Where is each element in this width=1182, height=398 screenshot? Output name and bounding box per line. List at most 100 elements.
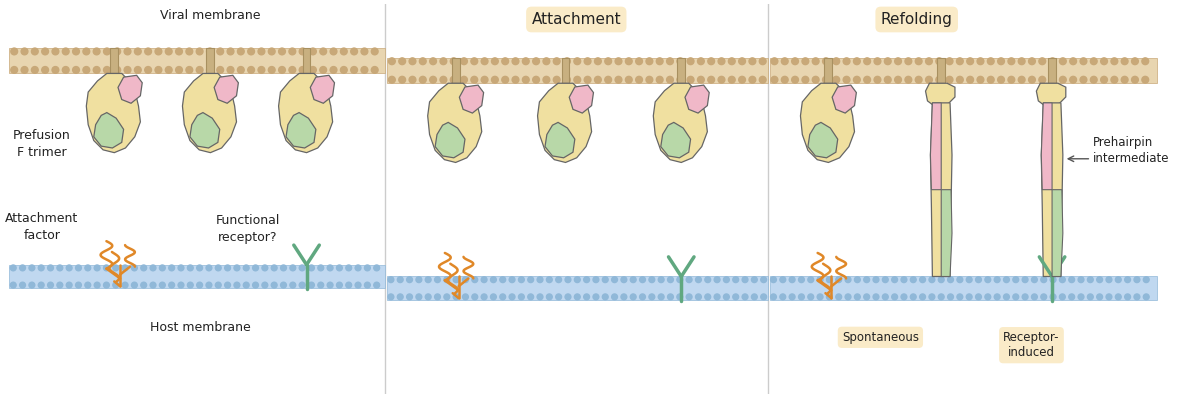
Circle shape — [248, 66, 254, 73]
Circle shape — [833, 76, 839, 83]
Circle shape — [957, 277, 963, 283]
Circle shape — [262, 265, 268, 271]
Circle shape — [491, 277, 496, 283]
Circle shape — [759, 76, 766, 83]
Text: Spontaneous: Spontaneous — [842, 331, 918, 344]
Circle shape — [695, 294, 701, 300]
Circle shape — [271, 282, 277, 288]
Circle shape — [491, 294, 496, 300]
Circle shape — [135, 48, 141, 55]
Circle shape — [677, 277, 683, 283]
Circle shape — [998, 58, 1005, 64]
Circle shape — [327, 265, 333, 271]
Circle shape — [420, 58, 427, 64]
Circle shape — [509, 277, 515, 283]
Circle shape — [470, 76, 478, 83]
Circle shape — [749, 76, 755, 83]
Circle shape — [978, 58, 983, 64]
Text: Functional
receptor?: Functional receptor? — [215, 215, 280, 244]
Circle shape — [253, 282, 259, 288]
Circle shape — [430, 76, 436, 83]
Circle shape — [502, 76, 508, 83]
Circle shape — [1032, 294, 1038, 300]
Circle shape — [1013, 294, 1019, 300]
Circle shape — [780, 294, 786, 300]
Circle shape — [883, 277, 888, 283]
Bar — [561, 58, 570, 83]
Circle shape — [47, 265, 53, 271]
Circle shape — [1131, 58, 1138, 64]
Circle shape — [915, 76, 922, 83]
Circle shape — [165, 48, 173, 55]
Circle shape — [453, 294, 459, 300]
Circle shape — [409, 58, 416, 64]
Circle shape — [901, 277, 907, 283]
Circle shape — [967, 76, 974, 83]
Circle shape — [929, 294, 935, 300]
Circle shape — [687, 277, 691, 283]
Circle shape — [371, 48, 378, 55]
Circle shape — [574, 277, 580, 283]
Circle shape — [625, 58, 632, 64]
Circle shape — [621, 294, 626, 300]
Circle shape — [812, 76, 819, 83]
Circle shape — [639, 294, 645, 300]
Circle shape — [714, 277, 720, 283]
Circle shape — [72, 48, 79, 55]
Circle shape — [656, 76, 663, 83]
Circle shape — [288, 48, 296, 55]
Circle shape — [1022, 294, 1028, 300]
Polygon shape — [1052, 190, 1063, 277]
Circle shape — [687, 58, 694, 64]
Circle shape — [630, 277, 636, 283]
Circle shape — [330, 66, 337, 73]
Circle shape — [1069, 277, 1074, 283]
Circle shape — [188, 265, 193, 271]
Circle shape — [948, 277, 954, 283]
Circle shape — [227, 66, 234, 73]
Circle shape — [697, 58, 704, 64]
Circle shape — [843, 76, 850, 83]
Circle shape — [771, 277, 777, 283]
Circle shape — [52, 48, 59, 55]
Circle shape — [330, 48, 337, 55]
Circle shape — [340, 66, 348, 73]
Circle shape — [1059, 58, 1066, 64]
Circle shape — [836, 294, 842, 300]
Bar — [677, 58, 686, 83]
Circle shape — [537, 277, 543, 283]
Polygon shape — [538, 83, 592, 162]
Circle shape — [895, 58, 902, 64]
Circle shape — [509, 294, 515, 300]
Bar — [769, 58, 1157, 83]
Polygon shape — [930, 103, 941, 190]
Circle shape — [611, 294, 617, 300]
Circle shape — [155, 48, 162, 55]
Circle shape — [994, 277, 1000, 283]
Bar — [387, 58, 767, 83]
Circle shape — [165, 66, 173, 73]
Circle shape — [398, 76, 405, 83]
Circle shape — [522, 76, 530, 83]
Circle shape — [426, 294, 431, 300]
Circle shape — [188, 282, 193, 288]
Circle shape — [21, 48, 28, 55]
Circle shape — [920, 277, 926, 283]
Polygon shape — [182, 74, 236, 153]
Circle shape — [462, 294, 468, 300]
Circle shape — [564, 58, 571, 64]
Circle shape — [884, 76, 891, 83]
Circle shape — [823, 76, 830, 83]
Circle shape — [704, 277, 710, 283]
Circle shape — [1080, 58, 1086, 64]
Circle shape — [799, 277, 804, 283]
Circle shape — [647, 76, 652, 83]
Circle shape — [169, 265, 175, 271]
Circle shape — [742, 277, 748, 283]
Circle shape — [150, 282, 156, 288]
Circle shape — [63, 66, 69, 73]
Circle shape — [749, 58, 755, 64]
Circle shape — [1004, 294, 1009, 300]
Circle shape — [57, 265, 63, 271]
Circle shape — [178, 265, 184, 271]
